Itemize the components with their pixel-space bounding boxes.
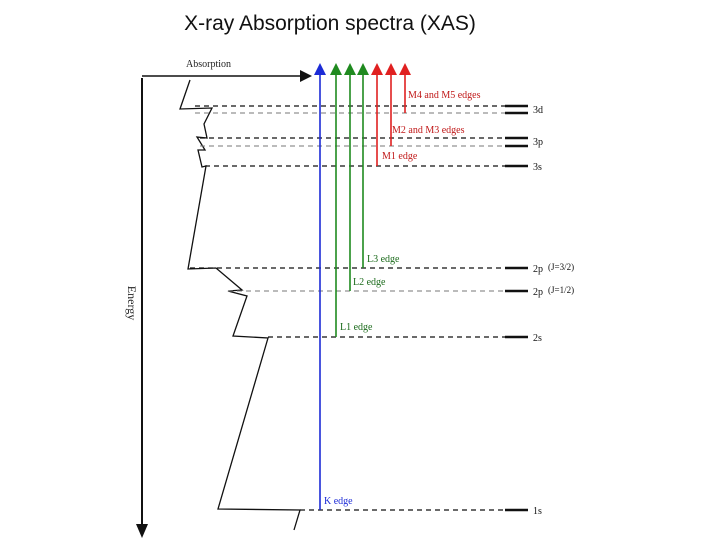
m45-edge-arrowhead [399, 63, 411, 75]
edge-label-l1: L1 edge [340, 322, 373, 333]
edge-label-m23: M2 and M3 edges [392, 125, 465, 136]
level-markers [505, 104, 528, 512]
absorption-axis-label: Absorption [186, 59, 231, 70]
edge-label-k: K edge [324, 496, 353, 507]
level-label-3p: 3p [533, 137, 543, 148]
l1-edge-arrowhead [330, 63, 342, 75]
level-label-3s: 3s [533, 162, 542, 173]
level-label-1s: 1s [533, 506, 542, 517]
level-label-3d: 3d [533, 105, 543, 116]
edge-label-m45: M4 and M5 edges [408, 90, 481, 101]
level-labels: 3d 3p 3s 2p (J=3/2) 2p (J=1/2) 2s 1s [533, 105, 574, 517]
l3-edge-arrowhead [357, 63, 369, 75]
level-label-2p32-j: (J=3/2) [548, 262, 574, 272]
level-label-2p12-j: (J=1/2) [548, 285, 574, 295]
energy-axis-arrowhead [136, 524, 148, 538]
edge-label-l3: L3 edge [367, 254, 400, 265]
energy-axis-label: Energy [125, 286, 139, 320]
m1-edge-arrowhead [371, 63, 383, 75]
level-label-2p32: 2p [533, 264, 543, 275]
absorption-spectrum-curve [179, 79, 301, 531]
m23-edge-arrowhead [385, 63, 397, 75]
edge-label-l2: L2 edge [353, 277, 386, 288]
page-title: X-ray Absorption spectra (XAS) [184, 12, 476, 35]
edge-arrows [314, 63, 411, 510]
level-label-2p12: 2p [533, 287, 543, 298]
k-edge-arrowhead [314, 63, 326, 75]
edge-label-m1: M1 edge [382, 151, 418, 162]
absorption-axis-arrowhead [300, 70, 312, 82]
level-label-2s: 2s [533, 333, 542, 344]
l2-edge-arrowhead [344, 63, 356, 75]
energy-level-lines [190, 105, 505, 511]
edge-labels: M4 and M5 edges M2 and M3 edges M1 edge … [324, 90, 481, 507]
